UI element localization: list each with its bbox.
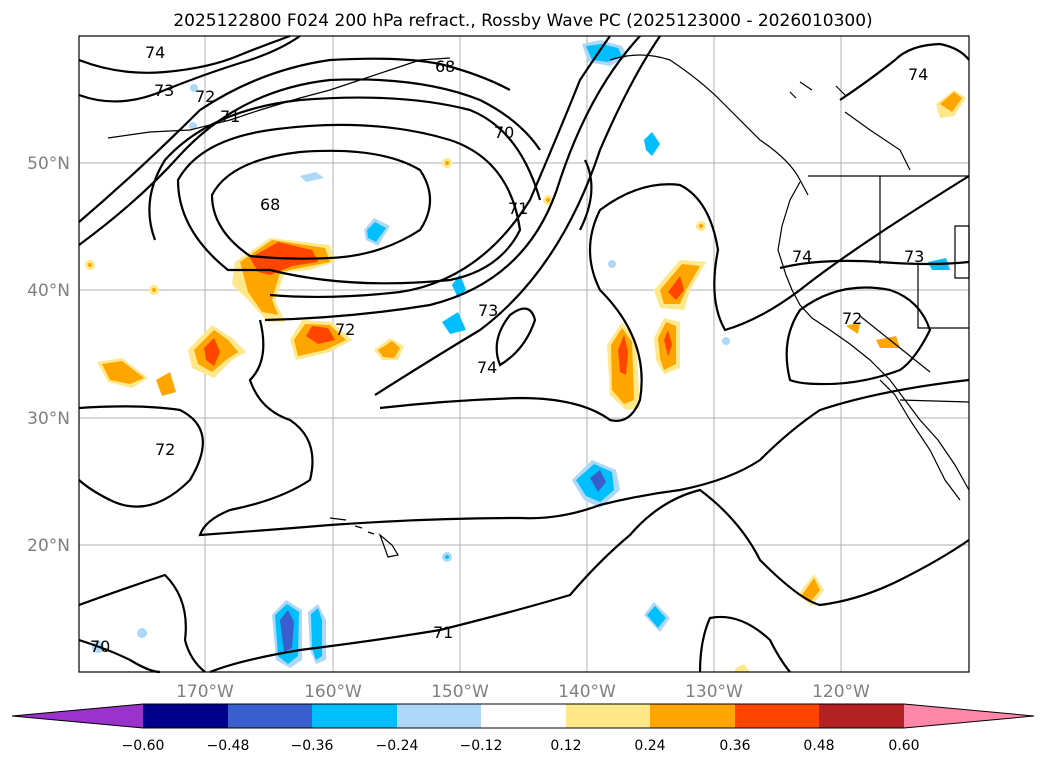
lat-label: 50°N bbox=[27, 154, 70, 174]
contour-label: 74 bbox=[145, 43, 165, 62]
lon-label: 170°W bbox=[176, 682, 234, 702]
colorbar-segment bbox=[481, 704, 566, 728]
colorbar-tick: 0.36 bbox=[719, 738, 750, 754]
colorbar-segment bbox=[650, 704, 735, 728]
contour-label: 72 bbox=[842, 309, 862, 328]
map-panel bbox=[78, 34, 970, 674]
contour-label: 74 bbox=[477, 358, 497, 377]
contour-label: 70 bbox=[90, 637, 110, 656]
colorbar-segment bbox=[819, 704, 904, 728]
contour-label: 72 bbox=[335, 320, 355, 339]
colorbar-segment bbox=[566, 704, 650, 728]
colorbar-tick: −0.36 bbox=[291, 738, 334, 754]
colorbar-segment bbox=[228, 704, 312, 728]
longitude-labels: 170°W 160°W 150°W 140°W 130°W 120°W bbox=[176, 682, 870, 702]
contour-label: 71 bbox=[508, 199, 528, 218]
coastlines bbox=[107, 54, 970, 558]
colorbar-tick: −0.24 bbox=[376, 738, 419, 754]
colorbar-tick: −0.60 bbox=[122, 738, 165, 754]
latitude-labels: 50°N 40°N 30°N 20°N bbox=[27, 154, 70, 556]
contour-label: 74 bbox=[908, 65, 928, 84]
contour-labels: 74 73 72 71 68 68 70 71 73 74 72 72 71 7… bbox=[90, 43, 928, 656]
contour-label: 71 bbox=[220, 107, 240, 126]
refractivity-contours bbox=[78, 34, 970, 674]
lat-label: 20°N bbox=[27, 536, 70, 556]
colorbar-tick: 0.12 bbox=[550, 738, 581, 754]
lon-label: 150°W bbox=[431, 682, 489, 702]
lat-label: 30°N bbox=[27, 409, 70, 429]
colorbar-tick: 0.48 bbox=[803, 738, 834, 754]
lon-label: 120°W bbox=[812, 682, 870, 702]
colorbar-segment bbox=[312, 704, 397, 728]
colorbar: −0.60 −0.48 −0.36 −0.24 −0.12 0.12 0.24 … bbox=[11, 703, 1035, 754]
gridlines bbox=[79, 36, 969, 672]
contour-label: 72 bbox=[155, 440, 175, 459]
colorbar-tick: −0.12 bbox=[460, 738, 503, 754]
map-title: 2025122800 F024 200 hPa refract., Rossby… bbox=[173, 11, 872, 31]
contour-label: 70 bbox=[494, 123, 514, 142]
colorbar-tick: −0.48 bbox=[207, 738, 250, 754]
lon-label: 140°W bbox=[558, 682, 616, 702]
colorbar-segment bbox=[397, 704, 481, 728]
colorbar-tick: 0.24 bbox=[634, 738, 665, 754]
contour-label: 72 bbox=[195, 87, 215, 106]
contour-label: 74 bbox=[792, 247, 812, 266]
contour-label: 73 bbox=[904, 247, 924, 266]
colorbar-segment bbox=[143, 704, 228, 728]
contour-label: 71 bbox=[433, 623, 453, 642]
contour-label: 68 bbox=[435, 57, 455, 76]
colorbar-ticks: −0.60 −0.48 −0.36 −0.24 −0.12 0.12 0.24 … bbox=[122, 738, 920, 754]
lat-label: 40°N bbox=[27, 281, 70, 301]
lon-label: 130°W bbox=[685, 682, 743, 702]
lon-label: 160°W bbox=[304, 682, 362, 702]
contour-label: 68 bbox=[260, 195, 280, 214]
contour-label: 73 bbox=[154, 81, 174, 100]
contour-label: 73 bbox=[478, 301, 498, 320]
colorbar-extend-low bbox=[12, 704, 143, 728]
colorbar-tick: 0.60 bbox=[888, 738, 919, 754]
colorbar-segment bbox=[735, 704, 819, 728]
colorbar-extend-high bbox=[904, 704, 1034, 728]
